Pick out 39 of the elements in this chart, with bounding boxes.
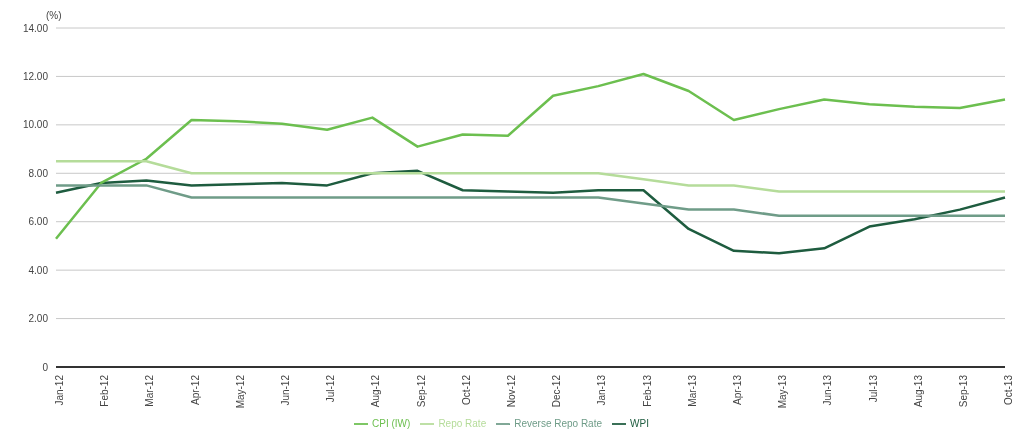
x-tick-label: Jun-13 [822, 374, 834, 406]
y-tick-label: 0 [42, 361, 49, 373]
x-tick-label: Mar-12 [144, 374, 156, 407]
legend-label: Reverse Repo Rate [514, 417, 603, 429]
line-series [54, 184, 1007, 217]
y-tick-label: 14.00 [22, 22, 49, 34]
x-tick-label: Jul-12 [325, 374, 337, 403]
legend-label: Repo Rate [438, 417, 487, 429]
x-tick-label: Aug-12 [370, 374, 382, 408]
y-tick-label: 8.00 [28, 167, 49, 179]
x-tick-label: Jun-12 [280, 374, 292, 406]
x-tick-label: Oct-13 [1003, 374, 1015, 406]
line-series [54, 169, 1007, 255]
legend-label: WPI [630, 417, 649, 429]
x-tick-label: Feb-13 [641, 374, 653, 407]
x-tick-label: Nov-12 [506, 374, 517, 408]
y-tick-label: 4.00 [28, 264, 49, 276]
x-tick-label: Apr-13 [731, 374, 743, 406]
y-axis-title: (%) [46, 10, 62, 21]
line-series [54, 72, 1007, 240]
x-tick-label: Aug-13 [912, 374, 924, 408]
x-tick-label: May-13 [777, 374, 789, 409]
line-series [54, 159, 1007, 193]
x-tick-label: Jan-12 [54, 374, 66, 406]
x-tick-label: Mar-13 [686, 374, 698, 407]
x-tick-label: Oct-12 [460, 374, 472, 406]
x-tick-label: Sep-13 [957, 374, 969, 408]
y-tick-label: 12.00 [22, 70, 49, 82]
x-tick-label: Sep-12 [415, 374, 427, 408]
y-tick-label: 2.00 [28, 313, 49, 325]
y-tick-label: 10.00 [22, 119, 49, 131]
y-tick-label: 6.00 [28, 216, 49, 228]
x-tick-label: Apr-12 [189, 374, 201, 406]
x-tick-label: Jul-13 [867, 374, 879, 403]
x-tick-label: May-12 [234, 374, 246, 409]
x-tick-label: Jan-13 [596, 374, 608, 406]
x-tick-label: Dec-12 [551, 374, 563, 408]
x-tick-label: Feb-12 [99, 374, 111, 407]
legend-label: CPI (IW) [372, 417, 411, 429]
